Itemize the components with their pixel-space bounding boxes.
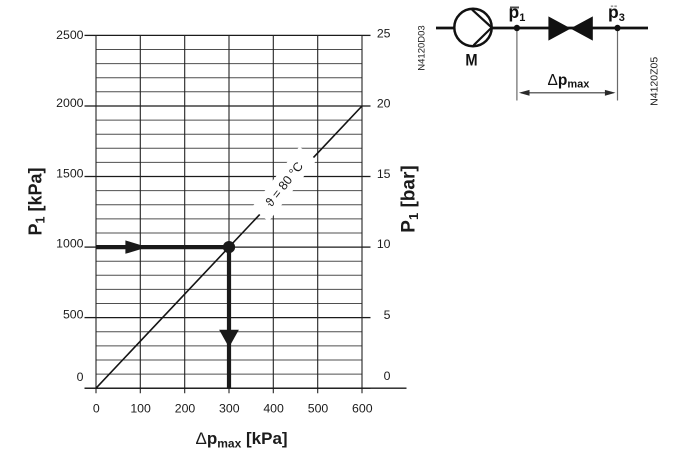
svg-text:500: 500	[308, 401, 329, 415]
svg-text:Δpmax: Δpmax	[548, 72, 591, 91]
svg-text:N4120Z05: N4120Z05	[648, 57, 660, 106]
svg-text:2500: 2500	[56, 28, 84, 42]
svg-text:2000: 2000	[56, 96, 84, 110]
svg-text:400: 400	[263, 401, 284, 415]
svg-text:P1 [bar]: P1 [bar]	[399, 165, 421, 232]
svg-text:200: 200	[175, 401, 196, 415]
svg-text:Δpmax [kPa]: Δpmax [kPa]	[196, 429, 288, 451]
svg-text:500: 500	[63, 308, 84, 322]
svg-text:15: 15	[377, 167, 391, 181]
svg-text:M: M	[465, 50, 477, 69]
svg-text:1000: 1000	[56, 237, 84, 251]
svg-text:600: 600	[352, 401, 373, 415]
svg-text:0: 0	[384, 369, 391, 383]
svg-text:1500: 1500	[56, 167, 84, 181]
svg-text:10: 10	[377, 237, 391, 251]
svg-text:20: 20	[377, 96, 391, 110]
svg-text:5: 5	[384, 308, 391, 322]
svg-text:P1 [kPa]: P1 [kPa]	[26, 168, 48, 236]
svg-text:0: 0	[93, 401, 100, 415]
svg-text:100: 100	[130, 401, 151, 415]
svg-text:300: 300	[219, 401, 240, 415]
svg-text:25: 25	[377, 26, 391, 40]
svg-text:N4120D03: N4120D03	[417, 25, 428, 70]
svg-text:0: 0	[77, 370, 84, 384]
